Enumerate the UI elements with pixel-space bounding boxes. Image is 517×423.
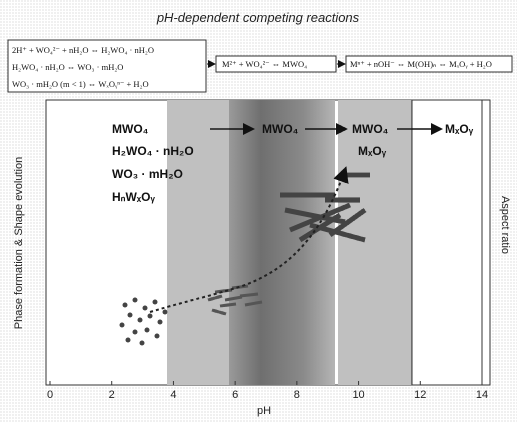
- platelets: [207, 284, 263, 316]
- x-tick-label: 12: [414, 389, 426, 401]
- reaction-box: [345, 55, 513, 73]
- x-axis: 0 2 4 6 8 10 12 14: [47, 381, 488, 401]
- region: [167, 100, 229, 385]
- x-tick-label: 6: [232, 389, 238, 401]
- phase-label: MWO₄: [112, 122, 149, 136]
- y-axis-label: Phase formation & Shape evolution: [13, 157, 25, 329]
- phase-label: MWO₄: [262, 122, 299, 136]
- phase-label: MWO₄: [352, 122, 389, 136]
- equation: M²⁺ + WO₄²⁻ ⇔ MWO₄: [222, 59, 307, 69]
- phase-label: MₓOᵧ: [358, 144, 387, 158]
- x-tick-label: 14: [476, 389, 488, 401]
- rods: [280, 172, 370, 243]
- x-tick-label: 8: [294, 389, 300, 401]
- equation: 2H⁺ + WO₄²⁻ + nH₂O ⇔ H₂WO₄ · nH₂O: [12, 45, 154, 55]
- equation: Mⁿ⁺ + nOH⁻ ⇔ M(OH)ₙ ⇔ MₓOᵧ + H₂O: [350, 59, 492, 70]
- phase-label: H₂WO₄ · nH₂O: [112, 144, 194, 158]
- y2-axis-label: Aspect ratio: [499, 196, 511, 254]
- x-tick-label: 2: [109, 389, 115, 401]
- phase-label: MₓOᵧ: [445, 122, 474, 136]
- title: pH-dependent competing reactions: [156, 10, 360, 25]
- phase-label: HₙWₓOᵧ: [112, 190, 156, 204]
- plot: [45, 99, 491, 386]
- equation: WO₃ · mH₂O (m < 1) ⇔ WₓOᵧⁿ⁻ + H₂O: [12, 79, 149, 90]
- phase-label: WO₃ · mH₂O: [112, 167, 183, 181]
- reaction-box: [7, 39, 207, 93]
- region: [338, 100, 412, 385]
- region: [229, 100, 335, 385]
- region: [411, 99, 483, 386]
- evolution-path: [149, 166, 349, 313]
- x-axis-label: pH: [257, 405, 271, 417]
- equation: H₂WO₄ · nH₂O ⇔ WO₃ · mH₂O: [12, 62, 123, 72]
- x-tick-label: 0: [47, 389, 53, 401]
- particles: [119, 297, 168, 346]
- x-tick-label: 4: [170, 389, 176, 401]
- reaction-box: [215, 55, 337, 73]
- x-tick-label: 10: [352, 389, 364, 401]
